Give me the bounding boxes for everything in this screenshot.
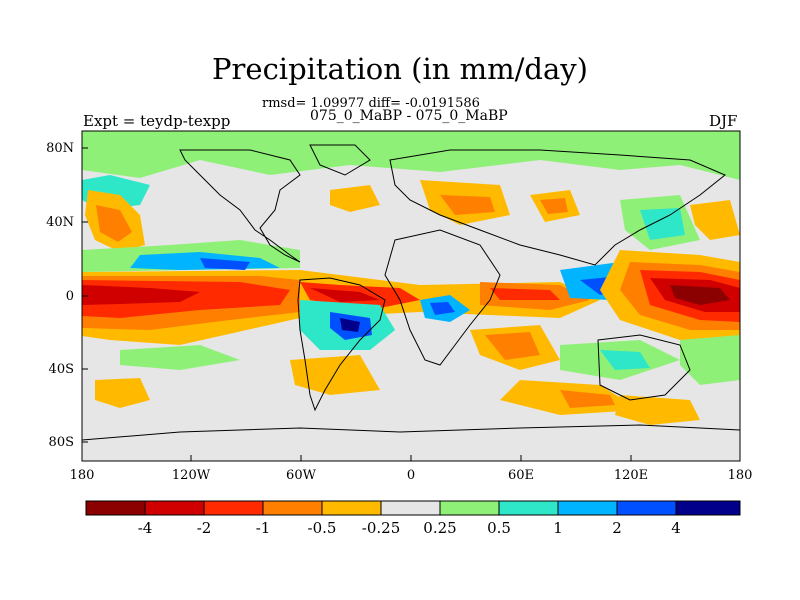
- field-region: [670, 285, 730, 305]
- lon-label-180w: 180: [69, 468, 95, 483]
- lon-label-0: 0: [406, 468, 416, 483]
- coastline-australia: [597, 334, 691, 401]
- coastline-greenland: [309, 144, 371, 176]
- lon-label-60w: 60W: [286, 468, 316, 483]
- colorbar-box: [144, 500, 205, 516]
- colorbar-box: [498, 500, 559, 516]
- field-region: [82, 131, 740, 180]
- coastline-north-america: [179, 149, 301, 263]
- field-region: [485, 332, 540, 360]
- field-region: [82, 285, 200, 305]
- colorbar-label: -2: [196, 519, 212, 537]
- field-region: [540, 198, 568, 214]
- colorbar-label: 2: [612, 519, 622, 537]
- coastline-south-america: [297, 277, 386, 412]
- field-region: [95, 378, 150, 408]
- season-label: DJF: [709, 112, 738, 130]
- colorbar-box: [439, 500, 500, 516]
- field-region: [330, 185, 380, 212]
- lat-label-80s: 80S: [48, 435, 74, 450]
- axis-ticks: [82, 147, 632, 461]
- coastline-antarctica: [82, 424, 740, 441]
- lat-label-40n: 40N: [46, 215, 74, 230]
- field-region: [690, 200, 740, 240]
- field-region: [640, 208, 685, 240]
- colorbar-box: [557, 500, 618, 516]
- colorbar-label: -4: [137, 519, 153, 537]
- colorbar: [85, 500, 741, 516]
- colorbar-box: [616, 500, 677, 516]
- field-region: [120, 345, 240, 370]
- field-region: [615, 395, 700, 425]
- stats-line: rmsd= 1.09977 diff= -0.0191586: [262, 96, 480, 111]
- coastlines: [82, 144, 740, 441]
- colorbar-label: -0.25: [361, 519, 401, 537]
- field-region: [290, 355, 380, 395]
- colorbar-box: [380, 500, 441, 516]
- precip-field: [82, 131, 740, 461]
- lon-label-120e: 120E: [613, 468, 649, 483]
- coastline-eurasia: [389, 149, 726, 266]
- colorbar-label: -0.5: [307, 519, 337, 537]
- field-region: [600, 350, 650, 370]
- colorbar-box: [203, 500, 264, 516]
- colorbar-box: [675, 500, 741, 516]
- plot-title: Precipitation (in mm/day): [212, 52, 588, 86]
- experiment-label: Expt = teydp-texpp: [83, 112, 231, 130]
- field-region: [96, 205, 132, 242]
- colorbar-box: [321, 500, 382, 516]
- field-region: [310, 288, 380, 302]
- colorbar-box: [262, 500, 323, 516]
- field-region: [490, 288, 560, 300]
- lat-label-40s: 40S: [48, 362, 74, 377]
- colorbar-box: [85, 500, 146, 516]
- lat-label-0: 0: [65, 289, 74, 304]
- lon-label-120w: 120W: [171, 468, 211, 483]
- lon-label-60e: 60E: [507, 468, 535, 483]
- field-region: [200, 258, 250, 270]
- lon-label-180e: 180: [727, 468, 753, 483]
- lat-label-80n: 80N: [46, 141, 74, 156]
- field-region: [82, 430, 740, 461]
- colorbar-label: 0.5: [487, 519, 511, 537]
- field-region: [340, 318, 360, 332]
- colorbar-label: -1: [255, 519, 271, 537]
- field-region: [680, 335, 740, 385]
- experiment-subtitle: 075_0_MaBP - 075_0_MaBP: [310, 108, 508, 124]
- field-region: [430, 302, 455, 315]
- coastline-africa: [384, 229, 501, 366]
- colorbar-label: 1: [553, 519, 563, 537]
- field-region: [560, 390, 615, 408]
- colorbar-label: 0.25: [423, 519, 457, 537]
- colorbar-label: 4: [671, 519, 681, 537]
- field-region: [440, 195, 495, 215]
